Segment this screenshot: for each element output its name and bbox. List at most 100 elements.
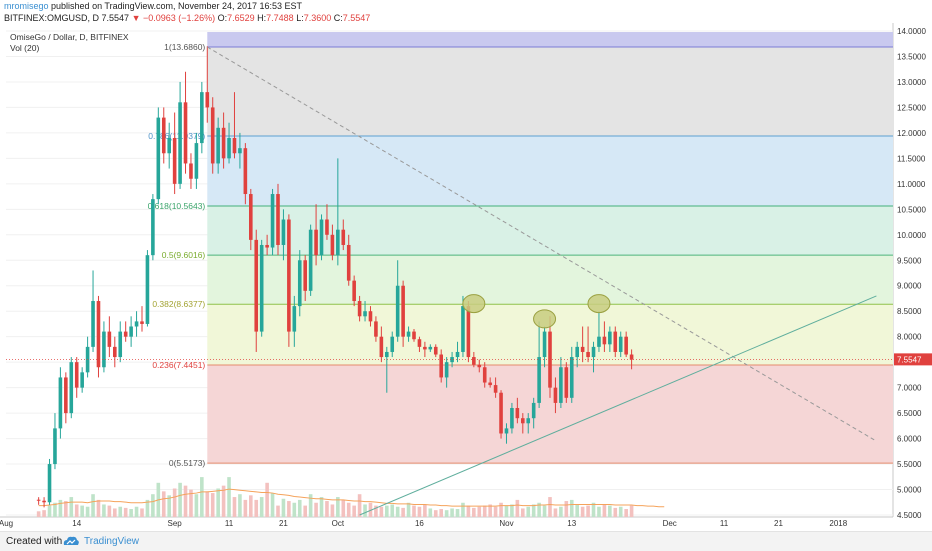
volume-bar [439,509,443,517]
volume-bar [270,493,275,517]
volume-bar [521,508,525,517]
y-tick-label: 14.0000 [897,27,926,36]
candle-body [450,357,454,363]
candle-body [477,364,482,368]
volume-bar [602,504,607,517]
volume-bar [510,504,514,517]
candle-body [580,346,585,352]
volume-bar [618,506,623,517]
candle-body [232,137,237,154]
volume-bar [189,489,193,517]
candle-body [346,244,351,281]
candle-body [276,194,280,245]
candle-body [488,382,492,386]
candle-body [151,199,155,256]
last-price-tag-label: 7.5547 [897,355,922,364]
last-price-tag [894,353,932,366]
candle-body [504,428,509,434]
candle-body [145,255,150,324]
candle-body [575,346,579,358]
candle-body [591,346,596,358]
candle-body [172,137,177,184]
y-tick-label: 11.0000 [897,180,926,189]
candle-body [542,331,547,358]
volume-bar [53,502,57,517]
y-tick-label: 5.0000 [897,486,922,495]
volume-bar [140,508,144,517]
low-value: 7.3600 [303,13,332,23]
volume-bar [69,497,74,517]
volume-bar [575,504,579,517]
x-tick-label: Dec [663,519,677,528]
y-tick-label: 6.0000 [897,435,922,444]
volume-bar [232,497,237,517]
candle-body [107,331,112,347]
volume-bar [597,506,601,517]
candle-body [113,346,117,358]
y-tick-label: 10.5000 [897,205,926,214]
candle-body [428,346,433,350]
candle-body [205,92,210,108]
volume-bar [537,502,541,517]
fib-label: 0.382(8.6377) [152,299,205,309]
candle-body [64,377,68,414]
fibonacci-retracement: 1(13.6860) 0.786(11.9379) 0.618(10.5643) 0.… [148,32,893,468]
candle-body [569,357,574,398]
volume-bar [167,495,171,517]
volume-bar [569,499,574,517]
volume-bar [412,505,416,517]
volume-bar [580,506,585,517]
author-name[interactable]: mromisego [4,1,49,11]
volume-bar [542,505,547,517]
y-tick-label: 7.0000 [897,384,922,393]
candle-body [559,367,563,403]
candle-body [270,194,275,248]
volume-bar [341,499,346,517]
time-axis: Aug 14 Sep 11 21 Oct 16 Nov 13 Dec 11 21 2018 [0,519,848,528]
volume-bar [145,499,150,517]
volume-bar [379,506,384,517]
ohlc-header: BITFINEX:OMGUSD, D 7.5547 ▼ −0.0963 (−1.… [4,13,370,23]
candle-body [368,311,373,322]
candle-body [395,285,400,337]
volume-bar [499,502,503,517]
x-tick-label: Sep [168,519,183,528]
volume-bar [254,499,259,517]
price-chart[interactable]: 1(13.6860) 0.786(11.9379) 0.618(10.5643) 0.… [0,0,932,531]
series-legend[interactable]: OmiseGo / Dollar, D, BITFINEX [10,32,129,42]
x-tick-label: 14 [72,519,81,528]
close-value: 7.5547 [342,13,371,23]
x-tick-label: Nov [499,519,513,528]
volume-bar [477,506,482,517]
dashed-trend-line [207,46,877,442]
candle-body [341,229,346,245]
candle-body [466,306,471,358]
candle-body [374,321,378,337]
highlight-ellipse [462,294,486,314]
candle-body [624,336,628,355]
x-tick-label: Aug [0,519,13,528]
volume-bar [221,485,226,517]
x-tick-label: 2018 [829,519,847,528]
close-label: C: [333,13,343,23]
candle-body [42,500,46,503]
tradingview-logo-icon [63,536,79,545]
y-tick-label: 13.0000 [897,78,926,87]
volume-bar [297,499,302,517]
symbol-label: BITFINEX:OMGUSD, D [4,13,100,23]
candle-body [221,127,226,159]
high-value: 7.7488 [266,13,294,23]
volume-legend[interactable]: Vol (20) [10,43,40,53]
x-tick-label: 13 [567,519,576,528]
candle-body [183,102,188,164]
candle-body [390,336,395,352]
volume-bar [276,505,280,517]
volume-bar [194,494,199,517]
volume-bar [564,501,569,517]
candle-body [608,331,612,345]
volume-bar [319,497,324,517]
tradingview-brand[interactable]: TradingView [84,536,140,547]
volume-bar [287,501,291,517]
candle-body [336,229,340,256]
volume-bar [36,511,41,517]
